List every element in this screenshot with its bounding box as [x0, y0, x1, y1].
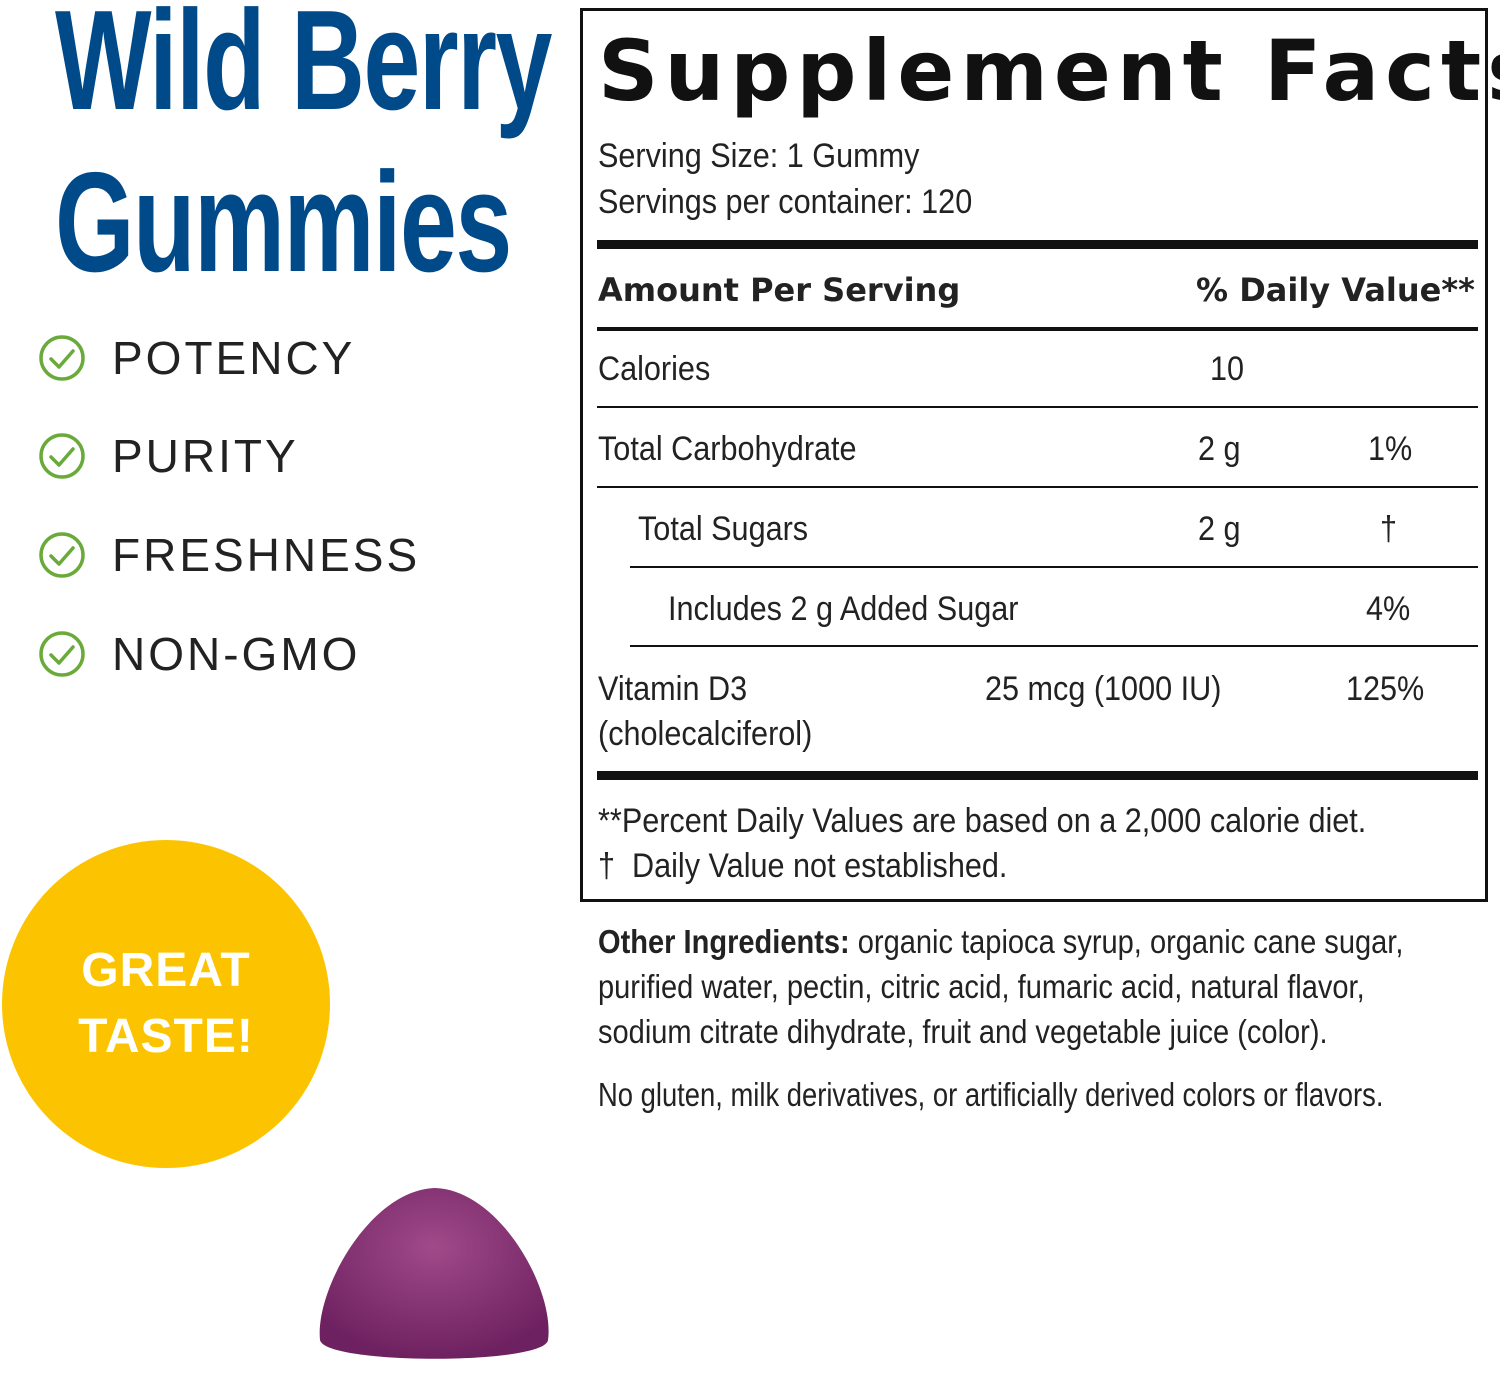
row-vitd-amount: 25 mcg (1000 IU): [985, 670, 1222, 708]
feature-label: NON-GMO: [112, 628, 361, 680]
feature-label: FRESHNESS: [112, 529, 421, 581]
feature-item: NON-GMO: [38, 627, 360, 681]
product-title-line1: Wild Berry: [55, 0, 552, 140]
serving-size: Serving Size: 1 Gummy: [598, 137, 920, 175]
badge-line2: TASTE!: [78, 1010, 254, 1063]
row-vitd-dv: 125%: [1346, 670, 1425, 708]
allergen-note: No gluten, milk derivatives, or artifici…: [598, 1076, 1384, 1113]
check-circle-icon: [39, 335, 85, 381]
divider: [597, 406, 1478, 408]
divider: [630, 566, 1478, 568]
gummy-image: [319, 1188, 549, 1359]
row-vitd-name2: (cholecalciferol): [598, 715, 813, 753]
other-ingredients-line1: Other Ingredients: organic tapioca syrup…: [598, 923, 1403, 961]
check-circle-icon: [39, 433, 85, 479]
feature-item: PURITY: [38, 429, 299, 483]
row-vitd-name: Vitamin D3: [598, 670, 748, 708]
row-sugars-name: Total Sugars: [638, 510, 809, 548]
divider: [630, 645, 1478, 647]
row-carb-name: Total Carbohydrate: [598, 430, 857, 468]
header-daily-value: % Daily Value**: [1196, 271, 1475, 309]
footnote-daily-values: **Percent Daily Values are based on a 2,…: [598, 802, 1367, 840]
feature-label: PURITY: [112, 430, 299, 482]
row-added-sugar-name: Includes 2 g Added Sugar: [668, 590, 1019, 628]
row-added-sugar-dv: 4%: [1366, 590, 1411, 628]
divider: [597, 327, 1478, 331]
feature-item: FRESHNESS: [38, 528, 420, 582]
badge-line1: GREAT: [81, 944, 251, 997]
row-calories-name: Calories: [598, 350, 711, 388]
ingredients-text: organic tapioca syrup, organic cane suga…: [849, 923, 1404, 960]
row-sugars-dv: †: [1380, 510, 1398, 548]
check-circle-icon: [39, 532, 85, 578]
other-ingredients-line2: purified water, pectin, citric acid, fum…: [598, 968, 1365, 1005]
divider: [597, 486, 1478, 488]
facts-title: Supplement Facts: [598, 22, 1500, 120]
supplement-facts-panel: [580, 8, 1488, 902]
thick-divider: [597, 771, 1478, 780]
row-carb-dv: 1%: [1368, 430, 1413, 468]
header-amount: Amount Per Serving: [598, 271, 961, 309]
row-carb-amount: 2 g: [1198, 430, 1241, 468]
product-title-line2: Gummies: [55, 143, 512, 302]
other-ingredients-line3: sodium citrate dihydrate, fruit and vege…: [598, 1013, 1328, 1050]
servings-per-container: Servings per container: 120: [598, 183, 973, 221]
check-circle-icon: [39, 631, 85, 677]
row-calories-amount: 10: [1210, 350, 1245, 388]
footnote-not-established: † Daily Value not established.: [598, 847, 1008, 885]
thick-divider: [597, 240, 1478, 249]
other-ingredients-label: Other Ingredients:: [598, 923, 850, 960]
great-taste-badge: GREAT TASTE!: [2, 840, 330, 1168]
row-sugars-amount: 2 g: [1198, 510, 1241, 548]
feature-item: POTENCY: [38, 331, 355, 385]
feature-label: POTENCY: [112, 332, 356, 384]
